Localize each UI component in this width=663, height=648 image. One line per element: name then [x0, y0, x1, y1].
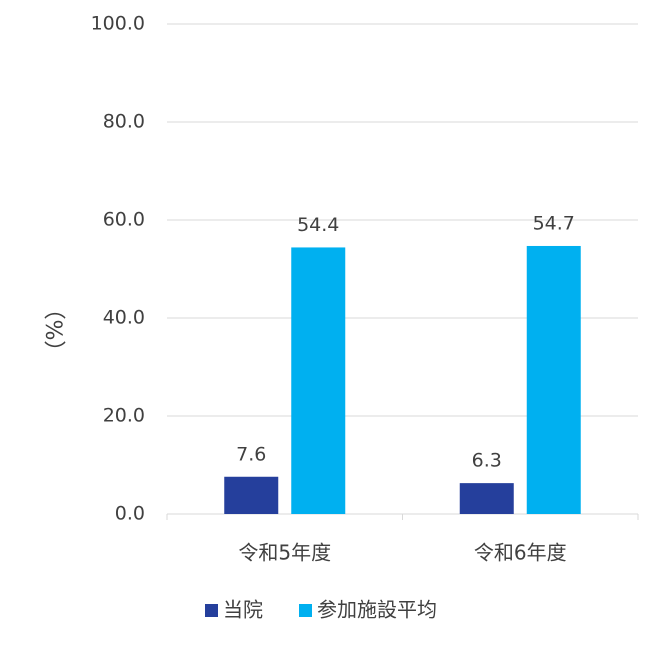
data-label: 54.4 [297, 214, 339, 236]
x-tick-label: 令和5年度 [238, 541, 331, 565]
y-axis-label: （%） [40, 298, 66, 363]
bar [291, 247, 346, 514]
x-tick-label: 令和6年度 [474, 541, 567, 565]
y-tick-label: 0.0 [115, 503, 145, 525]
data-label: 54.7 [533, 212, 575, 234]
y-tick-label: 100.0 [91, 13, 145, 35]
y-tick-label: 60.0 [103, 209, 145, 231]
data-label: 7.6 [236, 443, 266, 465]
data-label: 6.3 [472, 450, 502, 472]
y-tick-label: 80.0 [103, 111, 145, 133]
bar [224, 476, 279, 514]
legend-label: 当院 [223, 598, 263, 622]
legend-swatch [299, 604, 312, 617]
legend-swatch [205, 604, 218, 617]
y-tick-label: 40.0 [103, 307, 145, 329]
y-tick-label: 20.0 [103, 405, 145, 427]
bar [526, 245, 581, 514]
legend-label: 参加施設平均 [317, 598, 437, 622]
bar [459, 483, 514, 514]
